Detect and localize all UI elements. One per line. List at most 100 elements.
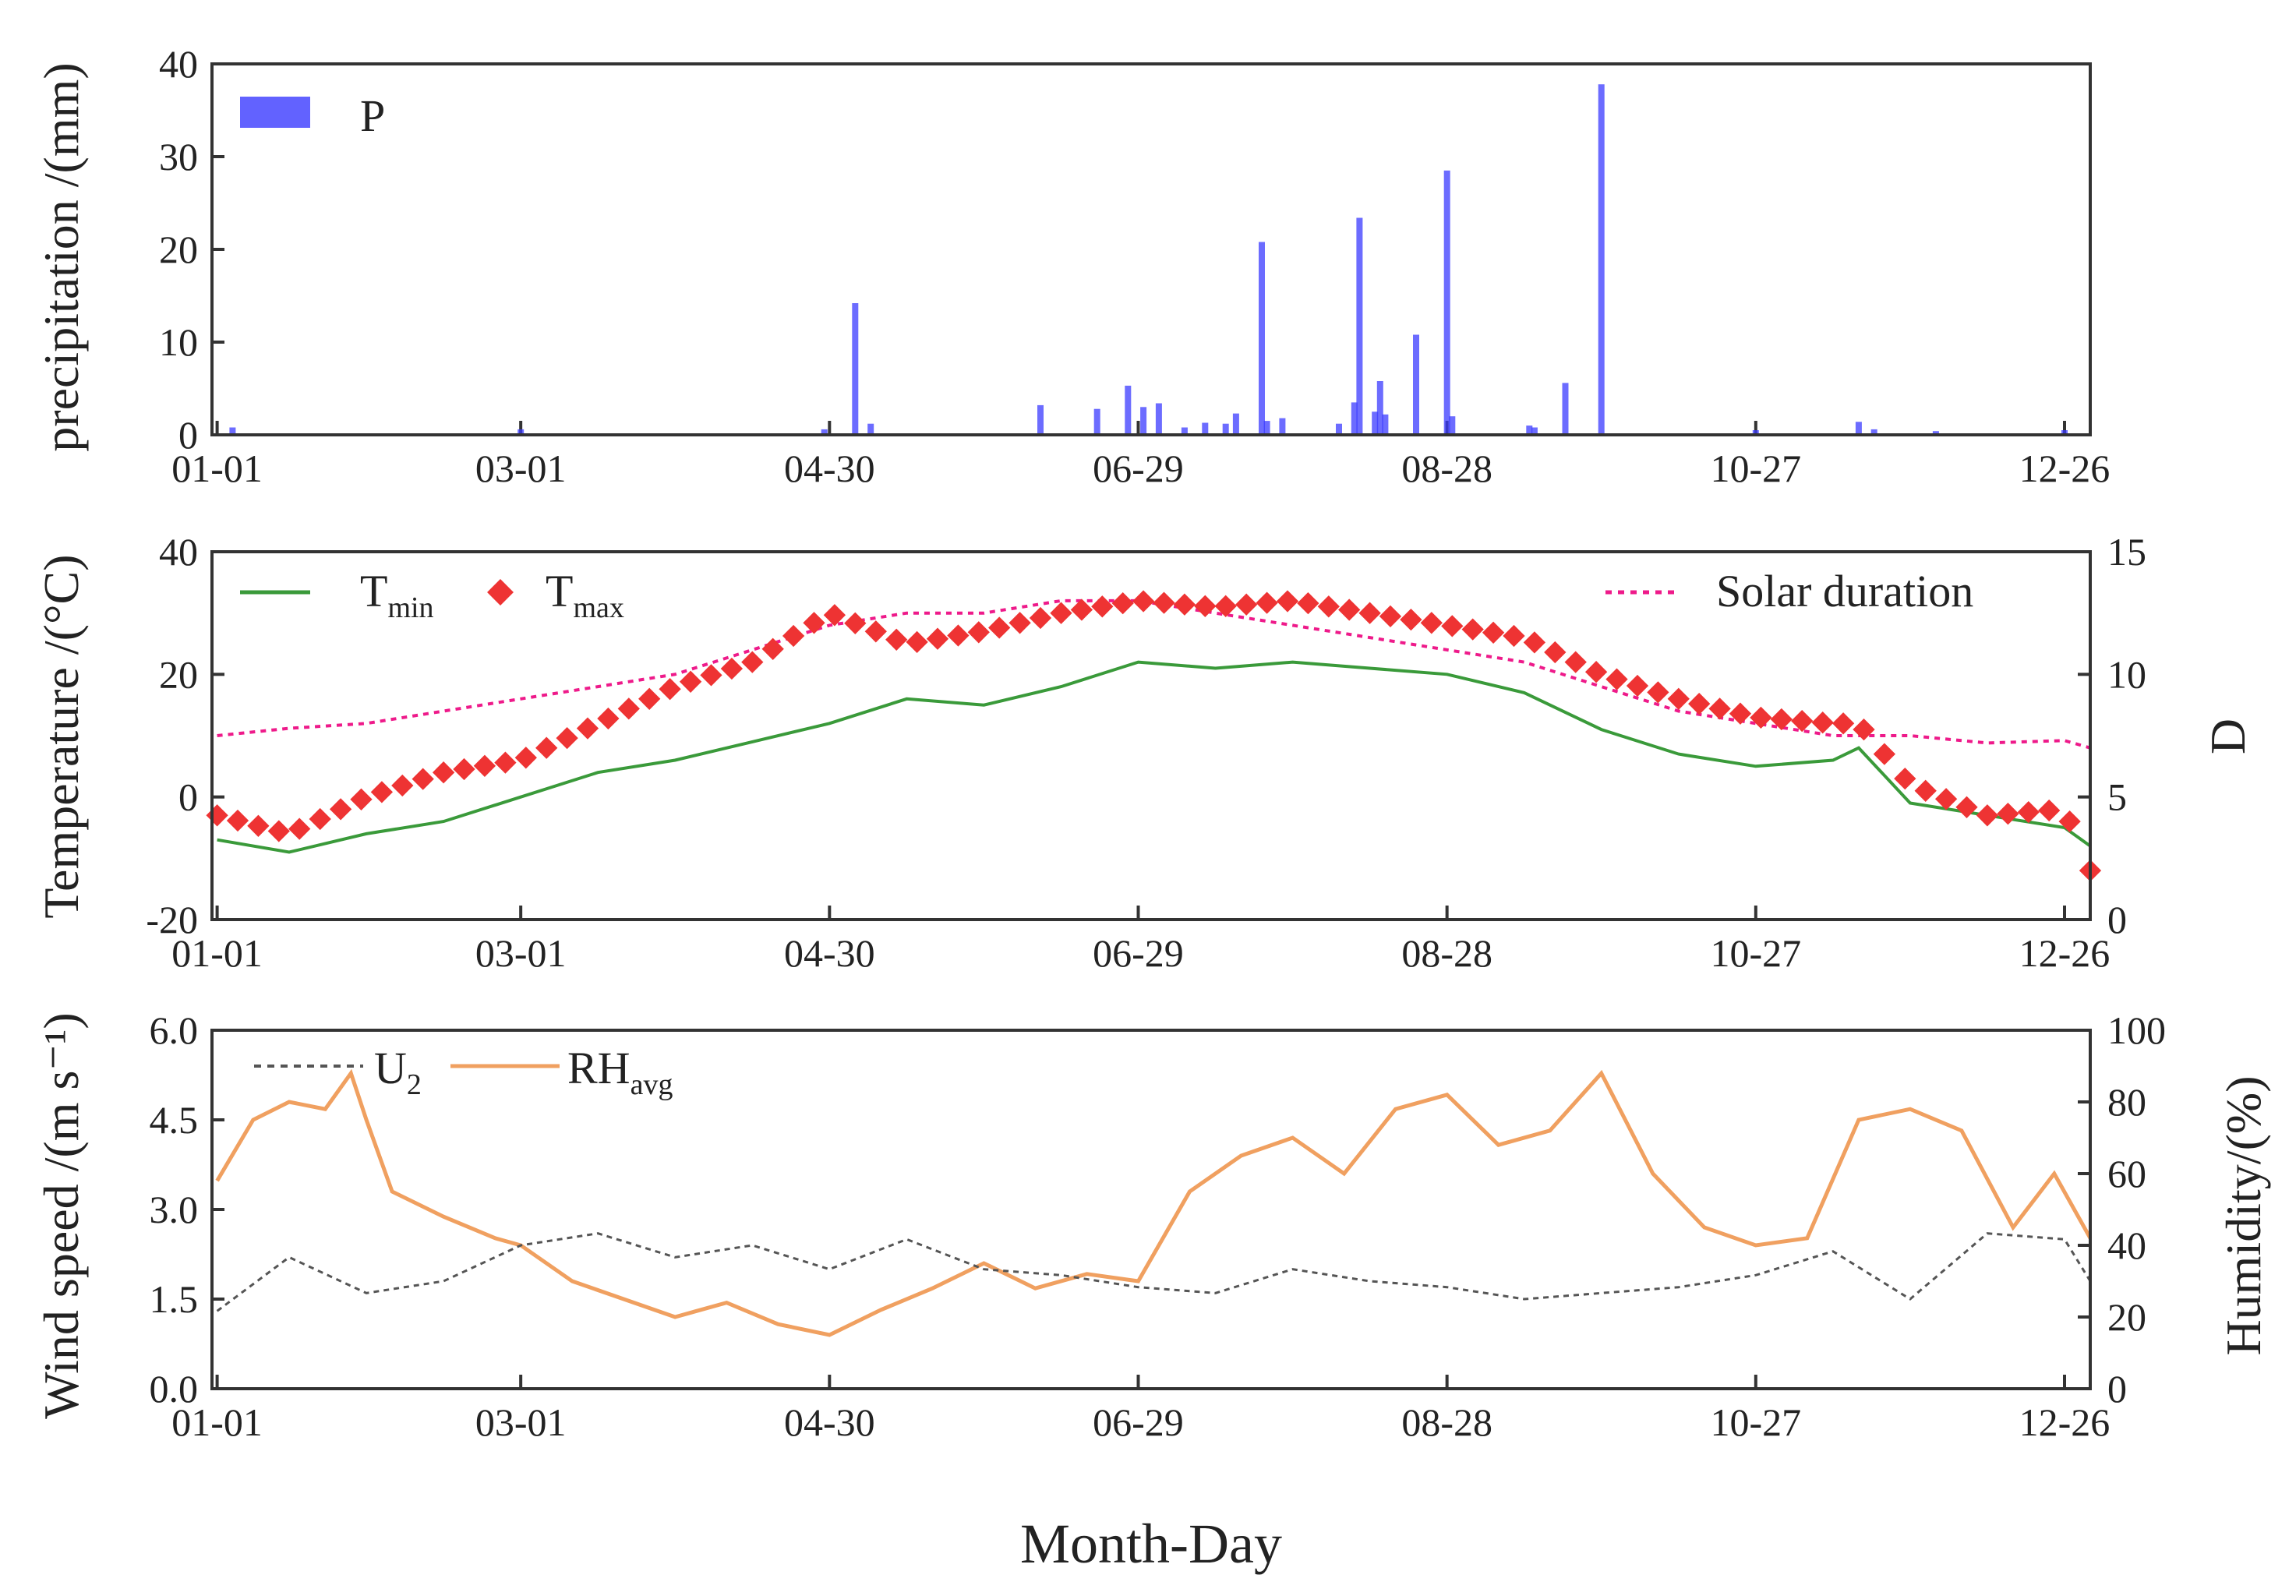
legend-label-rh-avg: RHavg xyxy=(567,1043,673,1101)
precip-bar xyxy=(2061,430,2068,435)
tmax-marker xyxy=(1667,687,1690,710)
precip-bar xyxy=(1372,411,1379,436)
tmax-marker xyxy=(370,781,394,803)
tmax-marker xyxy=(988,616,1011,639)
x-tick-label: 12-26 xyxy=(2019,931,2111,975)
y2-tick-label: 60 xyxy=(2107,1152,2146,1195)
x-tick-label: 01-01 xyxy=(171,931,263,975)
x-tick-label: 06-29 xyxy=(1093,1400,1184,1444)
precip-bar xyxy=(1037,404,1044,435)
wind-x-tick-marks xyxy=(215,1375,2066,1389)
precipitation-plot-frame xyxy=(210,62,2092,436)
tmax-marker xyxy=(1379,605,1402,628)
precip-bar xyxy=(1598,84,1605,435)
precip-bar xyxy=(852,303,859,435)
tmax-marker xyxy=(1008,612,1031,634)
y2-tick-label: 80 xyxy=(2107,1080,2146,1124)
tmax-marker xyxy=(206,804,228,827)
precip-bar xyxy=(1870,429,1877,435)
tmax-marker xyxy=(1070,598,1093,621)
temperature-plot-frame xyxy=(210,550,2092,921)
tmax-marker xyxy=(1750,706,1772,729)
tmax-marker xyxy=(617,697,640,720)
y-tick-label: 0 xyxy=(178,775,198,819)
precip-bar xyxy=(1752,430,1759,435)
temperature-x-ticks: 01-01 03-01 04-30 06-29 08-28 10-27 12-26 xyxy=(171,931,2110,975)
wind-y-axis-label: Wind speed /(m s⁻¹) xyxy=(34,1012,89,1418)
tmax-marker xyxy=(1853,718,1875,741)
legend-label-tmax: Tmax xyxy=(546,566,624,624)
precip-bar xyxy=(229,427,236,435)
y2-tick-label: 5 xyxy=(2107,775,2127,819)
tmax-marker xyxy=(2058,810,2081,833)
tmax-marker xyxy=(1626,674,1649,697)
precip-bar xyxy=(1093,408,1100,435)
precip-bar xyxy=(1222,423,1229,435)
precip-bar xyxy=(1932,431,1939,435)
tmax-marker xyxy=(741,651,764,673)
tmax-marker xyxy=(1544,641,1567,664)
tmax-marker xyxy=(926,627,949,650)
temperature-panel: -20 0 20 40 0 5 10 15 01-01 03-01 04-30 06-29 08-2… xyxy=(34,530,2255,975)
tmax-marker xyxy=(1194,595,1217,617)
x-axis-label: Month-Day xyxy=(1020,1513,1282,1575)
temperature-y-ticks: -20 0 20 40 xyxy=(146,530,224,941)
tmax-marker xyxy=(1584,661,1608,683)
series-line-u2 xyxy=(216,1232,2092,1312)
precip-bar xyxy=(1449,416,1456,435)
tmax-marker xyxy=(1297,591,1319,615)
precipitation-bars xyxy=(229,84,2068,436)
tmax-marker xyxy=(782,624,805,648)
solar-duration-y-ticks: 0 5 10 15 xyxy=(2078,530,2146,941)
tmax-marker xyxy=(1091,595,1114,618)
tmax-marker xyxy=(535,736,558,759)
precip-bar xyxy=(1376,381,1383,435)
tmax-marker xyxy=(514,747,537,769)
precip-bar xyxy=(1351,402,1358,435)
solar-duration-y-axis-label: D xyxy=(2200,719,2255,754)
tmax-marker xyxy=(1400,608,1422,631)
y-tick-label: 20 xyxy=(159,652,198,696)
tmax-marker xyxy=(1029,606,1052,630)
tmax-marker xyxy=(1688,692,1711,715)
temperature-x-tick-marks xyxy=(215,906,2066,920)
y2-tick-label: 10 xyxy=(2107,652,2146,696)
y2-tick-label: 0 xyxy=(2107,1367,2127,1411)
y-tick-label: 40 xyxy=(159,42,198,86)
legend-swatch-tmax xyxy=(487,579,514,606)
tmax-marker xyxy=(1976,804,1999,827)
precip-bar xyxy=(1356,217,1363,435)
tmax-marker xyxy=(1111,591,1134,615)
x-tick-label: 12-26 xyxy=(2019,1400,2111,1444)
tmax-marker xyxy=(1461,618,1484,641)
x-tick-label: 03-01 xyxy=(475,447,567,490)
precip-bar xyxy=(1336,423,1342,435)
tmax-marker xyxy=(576,717,599,740)
humidity-y-axis-label: Humidity/(%) xyxy=(2216,1075,2271,1355)
x-tick-label: 04-30 xyxy=(784,931,875,975)
x-tick-label: 08-28 xyxy=(1401,447,1492,490)
tmax-marker xyxy=(288,817,311,840)
precip-bar xyxy=(1526,425,1533,435)
y-tick-label: 20 xyxy=(159,228,198,271)
tmax-marker xyxy=(864,620,887,643)
tmax-marker xyxy=(1503,624,1525,648)
tmax-marker xyxy=(1153,591,1175,614)
precip-bar xyxy=(1259,242,1265,435)
y2-tick-label: 100 xyxy=(2107,1008,2166,1052)
wind-y-ticks: 0.0 1.5 3.0 4.5 6.0 xyxy=(150,1008,224,1411)
precipitation-y-axis-label: precipitation /(mm) xyxy=(34,62,89,451)
precip-bar xyxy=(1562,383,1569,435)
tmax-marker xyxy=(309,807,331,831)
tmax-marker xyxy=(267,820,290,842)
precip-bar xyxy=(1263,421,1270,435)
x-tick-label: 10-27 xyxy=(1710,447,1801,490)
x-tick-label: 08-28 xyxy=(1401,931,1492,975)
series-markers-tmax xyxy=(206,590,2102,882)
wind-legend: U2 RHavg xyxy=(254,1043,673,1101)
tmax-marker xyxy=(453,757,475,781)
tmax-marker xyxy=(473,754,496,777)
temperature-legend: Tmin Tmax Solar duration xyxy=(240,566,1973,624)
x-tick-label: 08-28 xyxy=(1401,1400,1492,1444)
